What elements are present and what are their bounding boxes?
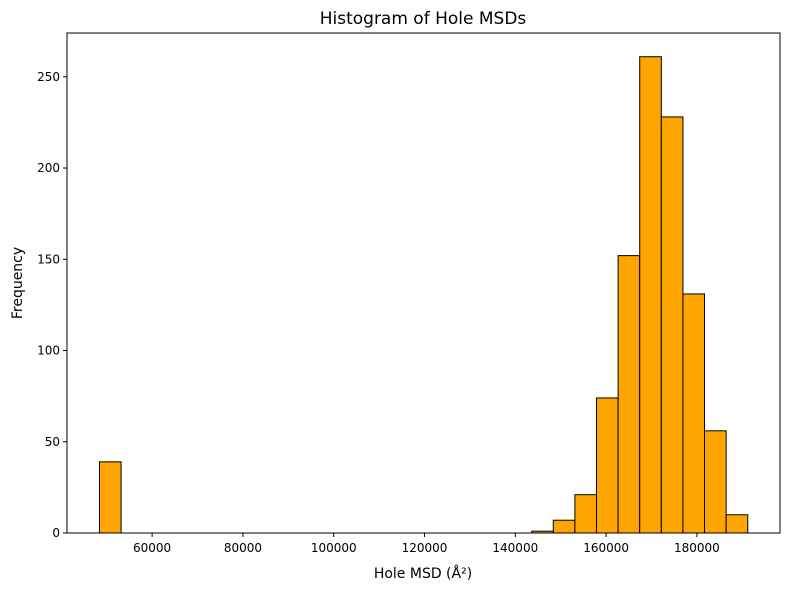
histogram-bar (552, 519, 576, 534)
y-tick-label: 200 (37, 161, 60, 175)
y-tick-label: 100 (37, 344, 60, 358)
y-tick-label: 250 (37, 70, 60, 84)
chart-title: Histogram of Hole MSDs (320, 9, 527, 29)
histogram-bar (98, 461, 122, 534)
y-axis-label: Frequency (10, 247, 26, 319)
histogram-bar (725, 514, 749, 534)
histogram-bar (704, 430, 727, 534)
y-tick-label: 0 (52, 526, 60, 540)
y-tick-label: 50 (45, 435, 60, 449)
y-tick-label: 150 (37, 252, 60, 266)
histogram-bar (682, 293, 706, 534)
plot-frame (66, 32, 781, 534)
x-tick-label: 180000 (674, 541, 720, 555)
x-tick-label: 140000 (492, 541, 538, 555)
x-tick-label: 100000 (311, 541, 357, 555)
x-tick-label: 60000 (133, 541, 171, 555)
x-axis-label: Hole MSD (Å²) (374, 565, 472, 582)
histogram-bar (595, 397, 619, 534)
x-tick-label: 160000 (583, 541, 629, 555)
histogram-bar (660, 116, 684, 534)
histogram-bar (639, 56, 662, 534)
histogram-bar (617, 255, 641, 534)
x-axis-ticks: 60000 80000 100000 120000 140000 160000 180000 (133, 533, 720, 555)
x-tick-label: 120000 (402, 541, 448, 555)
histogram-bar (574, 494, 597, 534)
y-axis-ticks: 0 50 100 150 200 250 (37, 70, 67, 540)
bars-group (98, 56, 749, 534)
x-tick-label: 80000 (224, 541, 262, 555)
